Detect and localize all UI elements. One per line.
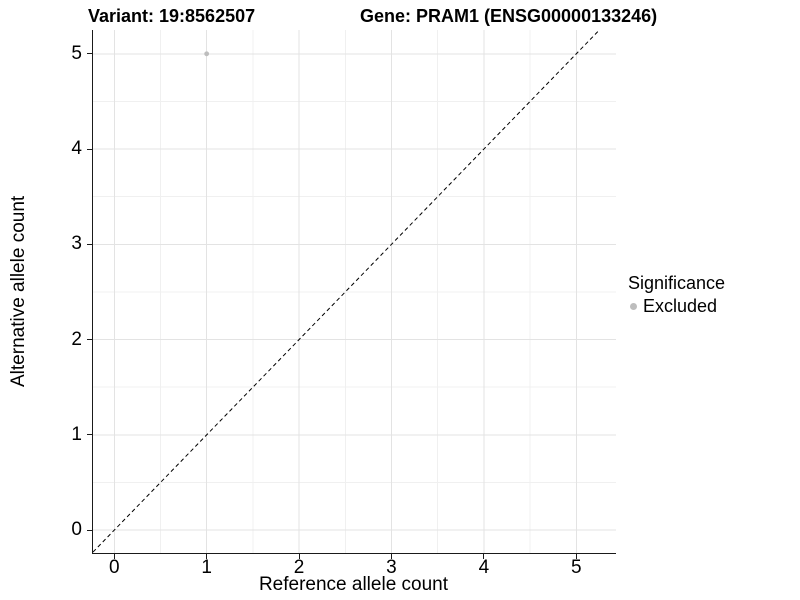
legend-title: Significance — [628, 273, 726, 293]
x-axis-title: Reference allele count — [258, 574, 449, 595]
y-tick-label: 3 — [71, 233, 82, 255]
identity-dashed-line — [93, 30, 600, 553]
x-tick-mark — [390, 554, 392, 559]
variant-title: Variant: 19:8562507 — [88, 6, 256, 26]
excluded-point-icon — [630, 302, 637, 310]
x-tick-label: 1 — [201, 557, 212, 578]
x-tick-mark — [206, 554, 208, 559]
y-tick-mark — [87, 434, 92, 436]
gene-title: Gene: PRAM1 (ENSG00000133246) — [360, 6, 658, 26]
plot-panel — [92, 30, 616, 554]
y-tick-label: 2 — [71, 328, 82, 350]
x-tick-mark — [483, 554, 485, 559]
legend-entry-label: Excluded — [643, 296, 718, 316]
y-tick-mark — [87, 339, 92, 341]
y-tick-label: 5 — [71, 42, 82, 64]
x-tick-mark — [113, 554, 115, 559]
x-tick-mark — [298, 554, 300, 559]
data-point-excluded — [204, 51, 210, 57]
x-tick-label: 4 — [478, 557, 490, 578]
legend: Significance Excluded — [626, 272, 725, 317]
y-tick-mark — [87, 53, 92, 55]
y-tick-label: 0 — [71, 519, 82, 541]
y-tick-mark — [87, 243, 92, 245]
plot-canvas — [93, 30, 616, 553]
y-axis-title: Alternative allele count — [8, 195, 29, 388]
x-tick-label: 2 — [293, 557, 305, 578]
legend-entry-excluded: Excluded — [626, 295, 725, 317]
y-tick-label: 1 — [71, 423, 82, 445]
x-tick-label: 3 — [386, 557, 397, 578]
x-tick-label: 5 — [570, 557, 582, 578]
y-tick-mark — [87, 148, 92, 150]
y-tick-mark — [87, 529, 92, 531]
y-tick-label: 4 — [71, 138, 82, 160]
x-tick-mark — [575, 554, 577, 559]
x-tick-label: 0 — [108, 557, 120, 578]
